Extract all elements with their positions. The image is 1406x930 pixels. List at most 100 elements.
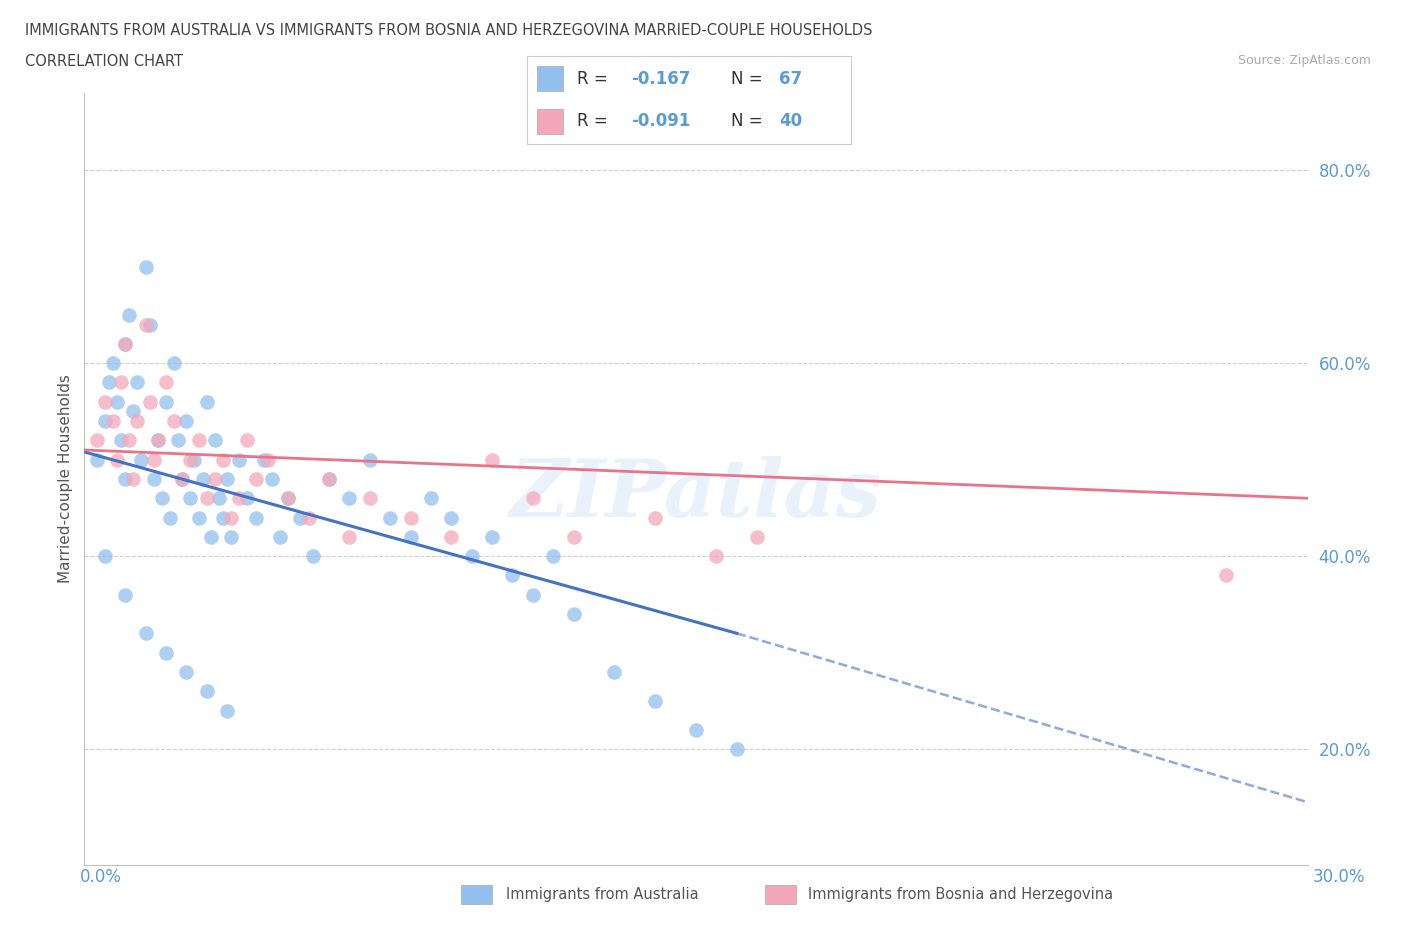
Point (522, 588, 544, 603)
Point (142, 452, 165, 467)
Point (183, 452, 205, 467)
Point (135, 259, 157, 274)
Point (747, 529, 769, 544)
Point (228, 491, 250, 506)
Point (290, 510, 312, 525)
Text: R =: R = (578, 70, 613, 87)
Point (122, 404, 145, 418)
Point (195, 491, 218, 506)
Point (127, 375, 149, 390)
Point (114, 337, 136, 352)
Point (318, 472, 340, 486)
Point (86, 433, 108, 448)
Point (228, 452, 250, 467)
Point (219, 529, 242, 544)
Point (245, 510, 267, 525)
Text: 67: 67 (779, 70, 803, 87)
Point (706, 549, 728, 564)
Point (93, 414, 115, 429)
Point (644, 510, 666, 525)
Point (725, 742, 748, 757)
Point (644, 694, 666, 709)
Point (562, 529, 585, 544)
Point (277, 491, 299, 506)
Text: -0.091: -0.091 (631, 113, 690, 130)
Point (174, 414, 197, 429)
Point (339, 491, 361, 506)
Point (380, 510, 402, 525)
Point (204, 433, 226, 448)
Point (204, 472, 226, 486)
Point (110, 375, 132, 390)
Point (399, 529, 422, 544)
Point (101, 356, 124, 371)
Point (277, 491, 299, 506)
Point (110, 433, 132, 448)
Point (260, 472, 283, 486)
Point (138, 394, 160, 409)
Point (135, 317, 157, 332)
Point (174, 664, 197, 679)
Point (301, 549, 323, 564)
Point (685, 723, 707, 737)
Point (179, 491, 201, 506)
Point (440, 510, 463, 525)
Point (420, 491, 443, 506)
Point (212, 510, 235, 525)
Point (208, 491, 231, 506)
Point (212, 452, 235, 467)
Point (118, 433, 141, 448)
Point (236, 433, 259, 448)
Point (122, 472, 145, 486)
Text: 40: 40 (779, 113, 803, 130)
Text: Immigrants from Bosnia and Herzegovina: Immigrants from Bosnia and Herzegovina (808, 887, 1114, 902)
Point (155, 375, 177, 390)
Point (200, 529, 222, 544)
Text: -0.167: -0.167 (631, 70, 690, 87)
Point (127, 414, 149, 429)
Point (257, 452, 280, 467)
Point (236, 491, 259, 506)
Point (163, 414, 186, 429)
Text: ZIPatlas: ZIPatlas (510, 456, 882, 533)
Point (159, 510, 181, 525)
Text: 0.0%: 0.0% (80, 868, 122, 885)
Bar (537, 66, 562, 91)
Point (118, 308, 141, 323)
Point (359, 491, 381, 506)
Point (179, 452, 201, 467)
Point (155, 394, 177, 409)
Point (93, 549, 115, 564)
Point (93, 394, 115, 409)
Point (562, 606, 585, 621)
Point (167, 433, 190, 448)
Text: R =: R = (578, 113, 613, 130)
Point (253, 452, 276, 467)
Point (101, 414, 124, 429)
Text: 30.0%: 30.0% (1312, 868, 1365, 885)
Bar (537, 109, 562, 134)
Point (155, 645, 177, 660)
Text: IMMIGRANTS FROM AUSTRALIA VS IMMIGRANTS FROM BOSNIA AND HERZEGOVINA MARRIED-COUP: IMMIGRANTS FROM AUSTRALIA VS IMMIGRANTS … (25, 23, 873, 38)
Point (1215, 568, 1237, 583)
Text: Immigrants from Australia: Immigrants from Australia (506, 887, 699, 902)
Point (191, 472, 214, 486)
Point (359, 452, 381, 467)
Point (217, 472, 239, 486)
Point (187, 433, 209, 448)
Point (150, 491, 173, 506)
Point (440, 529, 463, 544)
Point (131, 452, 153, 467)
Point (219, 510, 242, 525)
Point (86, 452, 108, 467)
Point (114, 472, 136, 486)
Text: N =: N = (731, 70, 768, 87)
Point (461, 549, 484, 564)
Point (522, 491, 544, 506)
Point (217, 703, 239, 718)
Point (142, 472, 165, 486)
Point (114, 588, 136, 603)
Point (135, 626, 157, 641)
Text: Source: ZipAtlas.com: Source: ZipAtlas.com (1237, 54, 1371, 67)
Point (195, 684, 218, 698)
